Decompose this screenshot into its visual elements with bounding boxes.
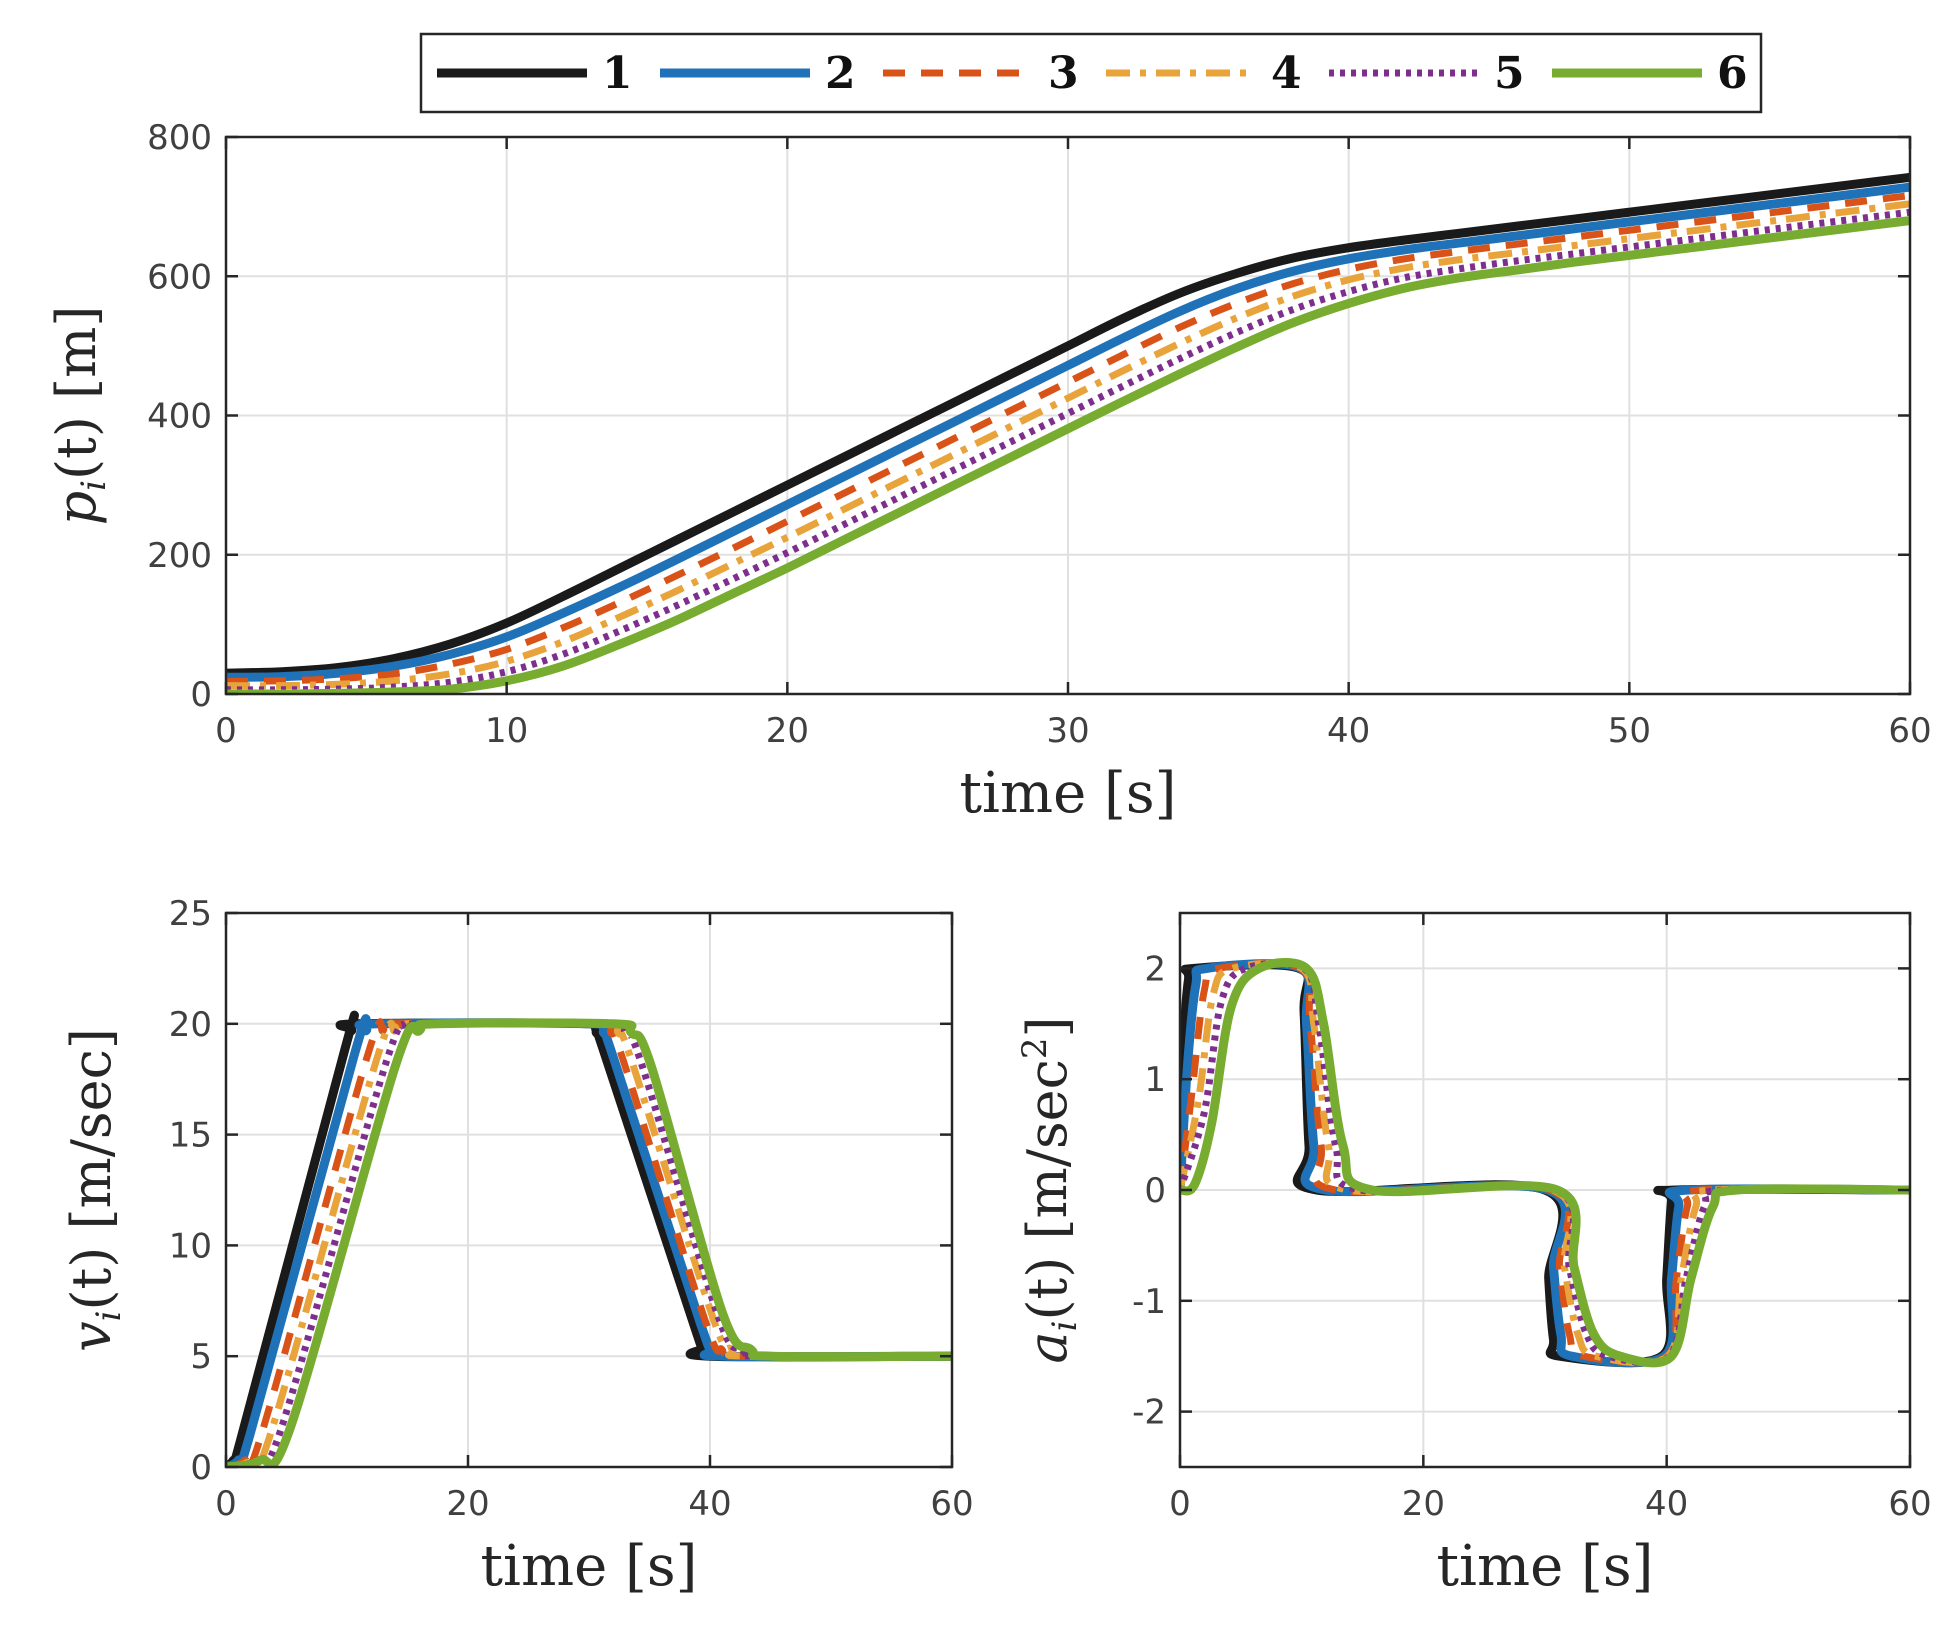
acceleration-chart: 0 20 40 60 -2 -1 0 1 2 time [s] ai(t) [m/sec2] [1015,911,1932,1599]
velocity-xlabel: time [s] [481,1534,698,1599]
position-xtick-label: 50 [1608,711,1651,751]
acceleration-series-6 [1180,958,1910,1368]
velocity-chart: 0 20 40 60 0 5 10 15 20 25 time [s] vi(t) [m/sec] [60,894,974,1599]
legend-label-5: 5 [1494,48,1525,99]
legend-label-3: 3 [1048,48,1079,99]
acceleration-ytick-label: -1 [1132,1282,1166,1322]
acceleration-ytick-label: -2 [1132,1393,1166,1433]
acceleration-ytick-label: 2 [1144,949,1166,989]
velocity-ytick-label: 20 [169,1005,212,1045]
position-ytick-label: 400 [147,397,212,437]
velocity-xtick-label: 40 [688,1484,731,1524]
position-series-3 [226,192,1910,685]
position-xtick-label: 30 [1046,711,1089,751]
velocity-series-3 [226,1018,952,1467]
velocity-series-6 [226,1018,952,1467]
position-ytick-label: 0 [190,675,212,715]
position-xtick-label: 60 [1888,711,1931,751]
position-xtick-label: 20 [766,711,809,751]
acceleration-xlabel: time [s] [1437,1534,1654,1599]
acceleration-series-3 [1180,959,1910,1367]
position-series-6 [226,216,1910,694]
acceleration-ylabel: ai(t) [m/sec2] [1015,1016,1085,1363]
velocity-plot-area [226,913,952,1467]
velocity-axes-box [224,911,954,1469]
position-series-2 [226,182,1910,682]
acceleration-xtick-label: 60 [1888,1484,1931,1524]
velocity-ytick-label: 5 [190,1337,212,1377]
velocity-ytick-label: 15 [169,1116,212,1156]
position-xtick-label: 40 [1327,711,1370,751]
acceleration-xtick-label: 20 [1402,1484,1445,1524]
position-grid [226,137,1910,694]
velocity-ylabel: vi(t) [m/sec] [60,1028,129,1352]
legend-label-2: 2 [825,48,856,99]
position-ytick-label: 200 [147,536,212,576]
velocity-ytick-label: 25 [169,894,212,934]
velocity-ytick-label: 0 [190,1448,212,1488]
position-series-4 [226,200,1910,690]
acceleration-xtick-label: 40 [1645,1484,1688,1524]
velocity-xtick-label: 20 [446,1484,489,1524]
position-xtick-label: 10 [485,711,528,751]
legend-label-1: 1 [602,48,633,99]
legend-label-6: 6 [1717,48,1748,99]
acceleration-ytick-label: 0 [1144,1171,1166,1211]
legend-box [419,32,1763,114]
position-xlabel: time [s] [960,761,1177,826]
velocity-xtick-label: 60 [930,1484,973,1524]
position-xtick-label: 0 [215,711,237,751]
velocity-ytick-label: 10 [169,1226,212,1266]
velocity-xtick-label: 0 [215,1484,237,1524]
legend: 1 2 3 4 5 6 [419,32,1763,114]
acceleration-ytick-label: 1 [1144,1060,1166,1100]
position-ytick-label: 800 [147,118,212,158]
acceleration-xtick-label: 0 [1169,1484,1191,1524]
acceleration-series-4 [1180,959,1910,1367]
position-series-1 [226,172,1910,678]
legend-label-4: 4 [1271,48,1302,99]
position-ylabel: pi(t) [m] [45,306,114,526]
position-ytick-label: 600 [147,257,212,297]
